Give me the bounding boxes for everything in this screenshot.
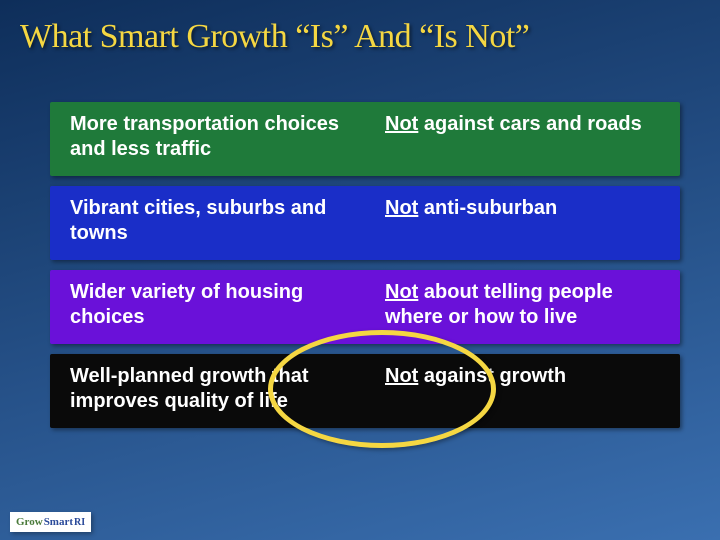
logo-part-grow: Grow bbox=[16, 516, 43, 528]
is-text: Vibrant cities, suburbs and towns bbox=[70, 196, 349, 246]
is-not-text: Not against cars and roads bbox=[385, 112, 642, 137]
is-not-text: Not anti-suburban bbox=[385, 196, 557, 221]
is-text: Wider variety of housing choices bbox=[70, 280, 349, 330]
is-not-cell: Not anti-suburban bbox=[365, 186, 680, 260]
is-cell: More transportation choices and less tra… bbox=[50, 102, 365, 176]
logo-part-ri: RI bbox=[74, 517, 85, 528]
is-text: More transportation choices and less tra… bbox=[70, 112, 349, 162]
table-row: Vibrant cities, suburbs and towns Not an… bbox=[50, 186, 680, 260]
slide-title: What Smart Growth “Is” And “Is Not” bbox=[20, 18, 700, 56]
logo-part-smart: Smart bbox=[44, 516, 73, 528]
is-not-cell: Not against cars and roads bbox=[365, 102, 680, 176]
is-cell: Wider variety of housing choices bbox=[50, 270, 365, 344]
is-not-text: Not about telling people where or how to… bbox=[385, 280, 664, 330]
table-row: More transportation choices and less tra… bbox=[50, 102, 680, 176]
growsmart-logo: Grow Smart RI bbox=[10, 512, 91, 532]
is-cell: Vibrant cities, suburbs and towns bbox=[50, 186, 365, 260]
highlight-ellipse bbox=[268, 330, 496, 448]
